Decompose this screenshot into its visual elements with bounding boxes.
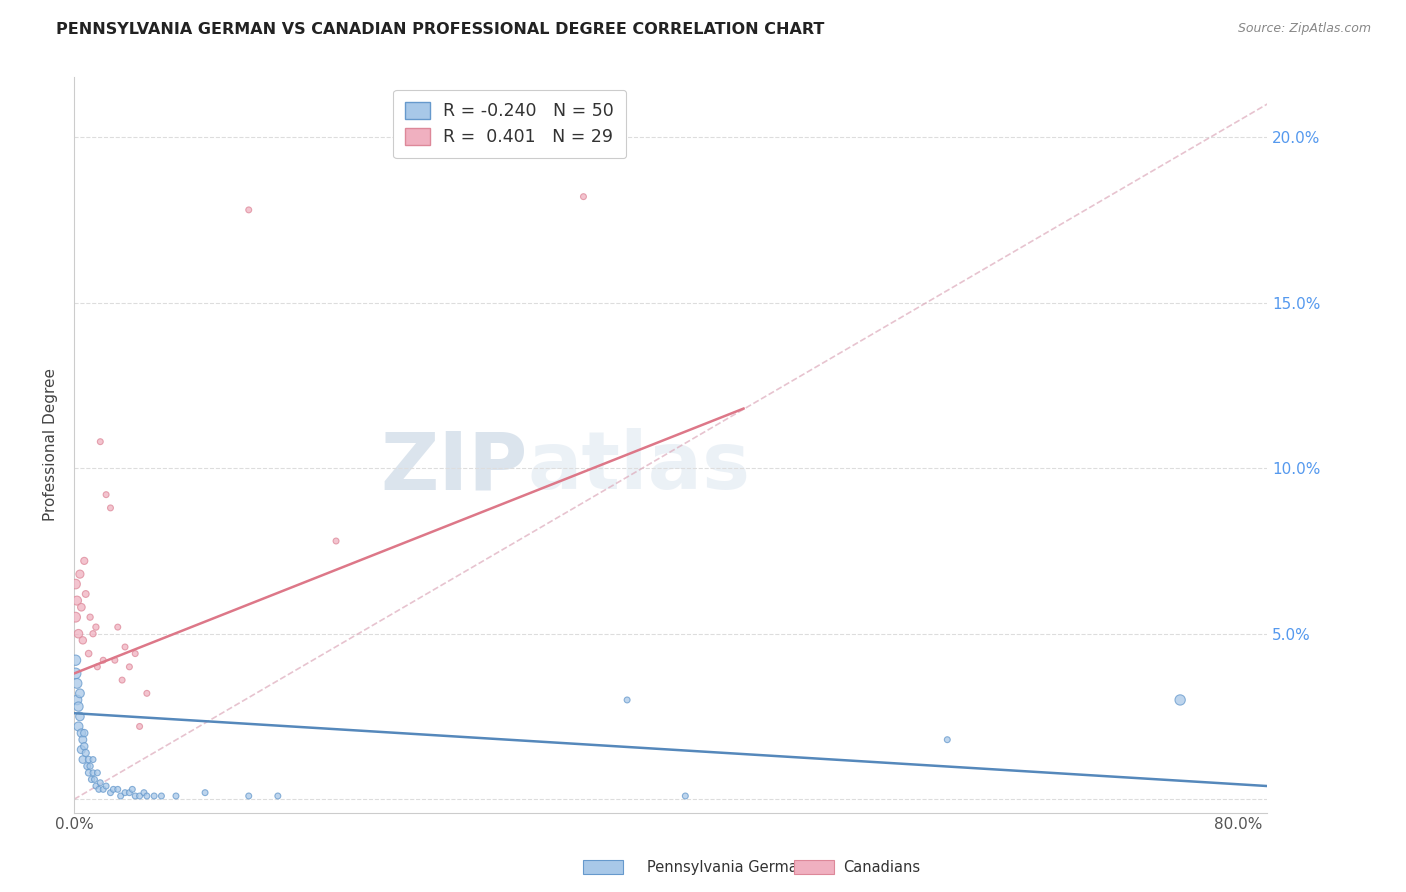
- Point: [77, 647, 100, 661]
- Point: [76, 759, 98, 773]
- Point: [114, 786, 136, 800]
- Point: [128, 719, 150, 733]
- Point: [69, 709, 91, 723]
- Point: [135, 686, 157, 700]
- Point: [69, 567, 91, 582]
- Point: [673, 789, 696, 803]
- Point: [83, 772, 105, 787]
- Point: [114, 640, 136, 654]
- Point: [100, 786, 122, 800]
- Point: [84, 620, 107, 634]
- Point: [66, 693, 89, 707]
- Point: [103, 782, 125, 797]
- Point: [79, 759, 101, 773]
- Point: [79, 610, 101, 624]
- Point: [107, 782, 129, 797]
- Point: [89, 434, 111, 449]
- Point: [70, 726, 93, 740]
- Point: [132, 786, 155, 800]
- Text: Canadians: Canadians: [844, 860, 921, 874]
- Point: [572, 189, 595, 203]
- Point: [1168, 693, 1191, 707]
- Point: [118, 786, 141, 800]
- Text: Source: ZipAtlas.com: Source: ZipAtlas.com: [1237, 22, 1371, 36]
- Point: [67, 719, 90, 733]
- Point: [65, 666, 87, 681]
- Point: [150, 789, 173, 803]
- Point: [75, 587, 97, 601]
- Point: [82, 753, 104, 767]
- Point: [82, 765, 104, 780]
- Point: [86, 765, 108, 780]
- Point: [135, 789, 157, 803]
- Point: [100, 500, 122, 515]
- Point: [267, 789, 290, 803]
- Legend: R = -0.240   N = 50, R =  0.401   N = 29: R = -0.240 N = 50, R = 0.401 N = 29: [394, 90, 626, 159]
- Y-axis label: Professional Degree: Professional Degree: [44, 368, 58, 522]
- Text: PENNSYLVANIA GERMAN VS CANADIAN PROFESSIONAL DEGREE CORRELATION CHART: PENNSYLVANIA GERMAN VS CANADIAN PROFESSI…: [56, 22, 824, 37]
- Point: [91, 782, 114, 797]
- Point: [143, 789, 166, 803]
- Point: [121, 782, 143, 797]
- Point: [69, 686, 91, 700]
- Point: [616, 693, 638, 707]
- Point: [72, 732, 94, 747]
- Point: [65, 653, 87, 667]
- Point: [111, 673, 134, 687]
- Point: [118, 660, 141, 674]
- Point: [238, 789, 260, 803]
- Point: [67, 699, 90, 714]
- Point: [89, 776, 111, 790]
- Point: [124, 647, 146, 661]
- Point: [104, 653, 127, 667]
- Point: [77, 753, 100, 767]
- Point: [77, 765, 100, 780]
- Point: [72, 633, 94, 648]
- Point: [936, 732, 959, 747]
- Point: [194, 786, 217, 800]
- Point: [70, 742, 93, 756]
- Point: [66, 676, 89, 690]
- Point: [94, 488, 117, 502]
- Point: [165, 789, 187, 803]
- Point: [73, 726, 96, 740]
- Point: [70, 600, 93, 615]
- Point: [65, 577, 87, 591]
- Text: atlas: atlas: [527, 428, 751, 506]
- Point: [65, 610, 87, 624]
- Point: [128, 789, 150, 803]
- Point: [73, 739, 96, 754]
- Text: Pennsylvania Germans: Pennsylvania Germans: [647, 860, 814, 874]
- Point: [325, 534, 347, 549]
- Point: [87, 782, 110, 797]
- Point: [72, 753, 94, 767]
- Point: [80, 772, 103, 787]
- Point: [91, 653, 114, 667]
- Text: ZIP: ZIP: [381, 428, 527, 506]
- Point: [86, 660, 108, 674]
- Point: [66, 593, 89, 607]
- Point: [110, 789, 132, 803]
- Point: [124, 789, 146, 803]
- Point: [107, 620, 129, 634]
- Point: [94, 779, 117, 793]
- Point: [82, 626, 104, 640]
- Point: [73, 554, 96, 568]
- Point: [75, 746, 97, 760]
- Point: [84, 779, 107, 793]
- Point: [67, 626, 90, 640]
- Point: [238, 202, 260, 217]
